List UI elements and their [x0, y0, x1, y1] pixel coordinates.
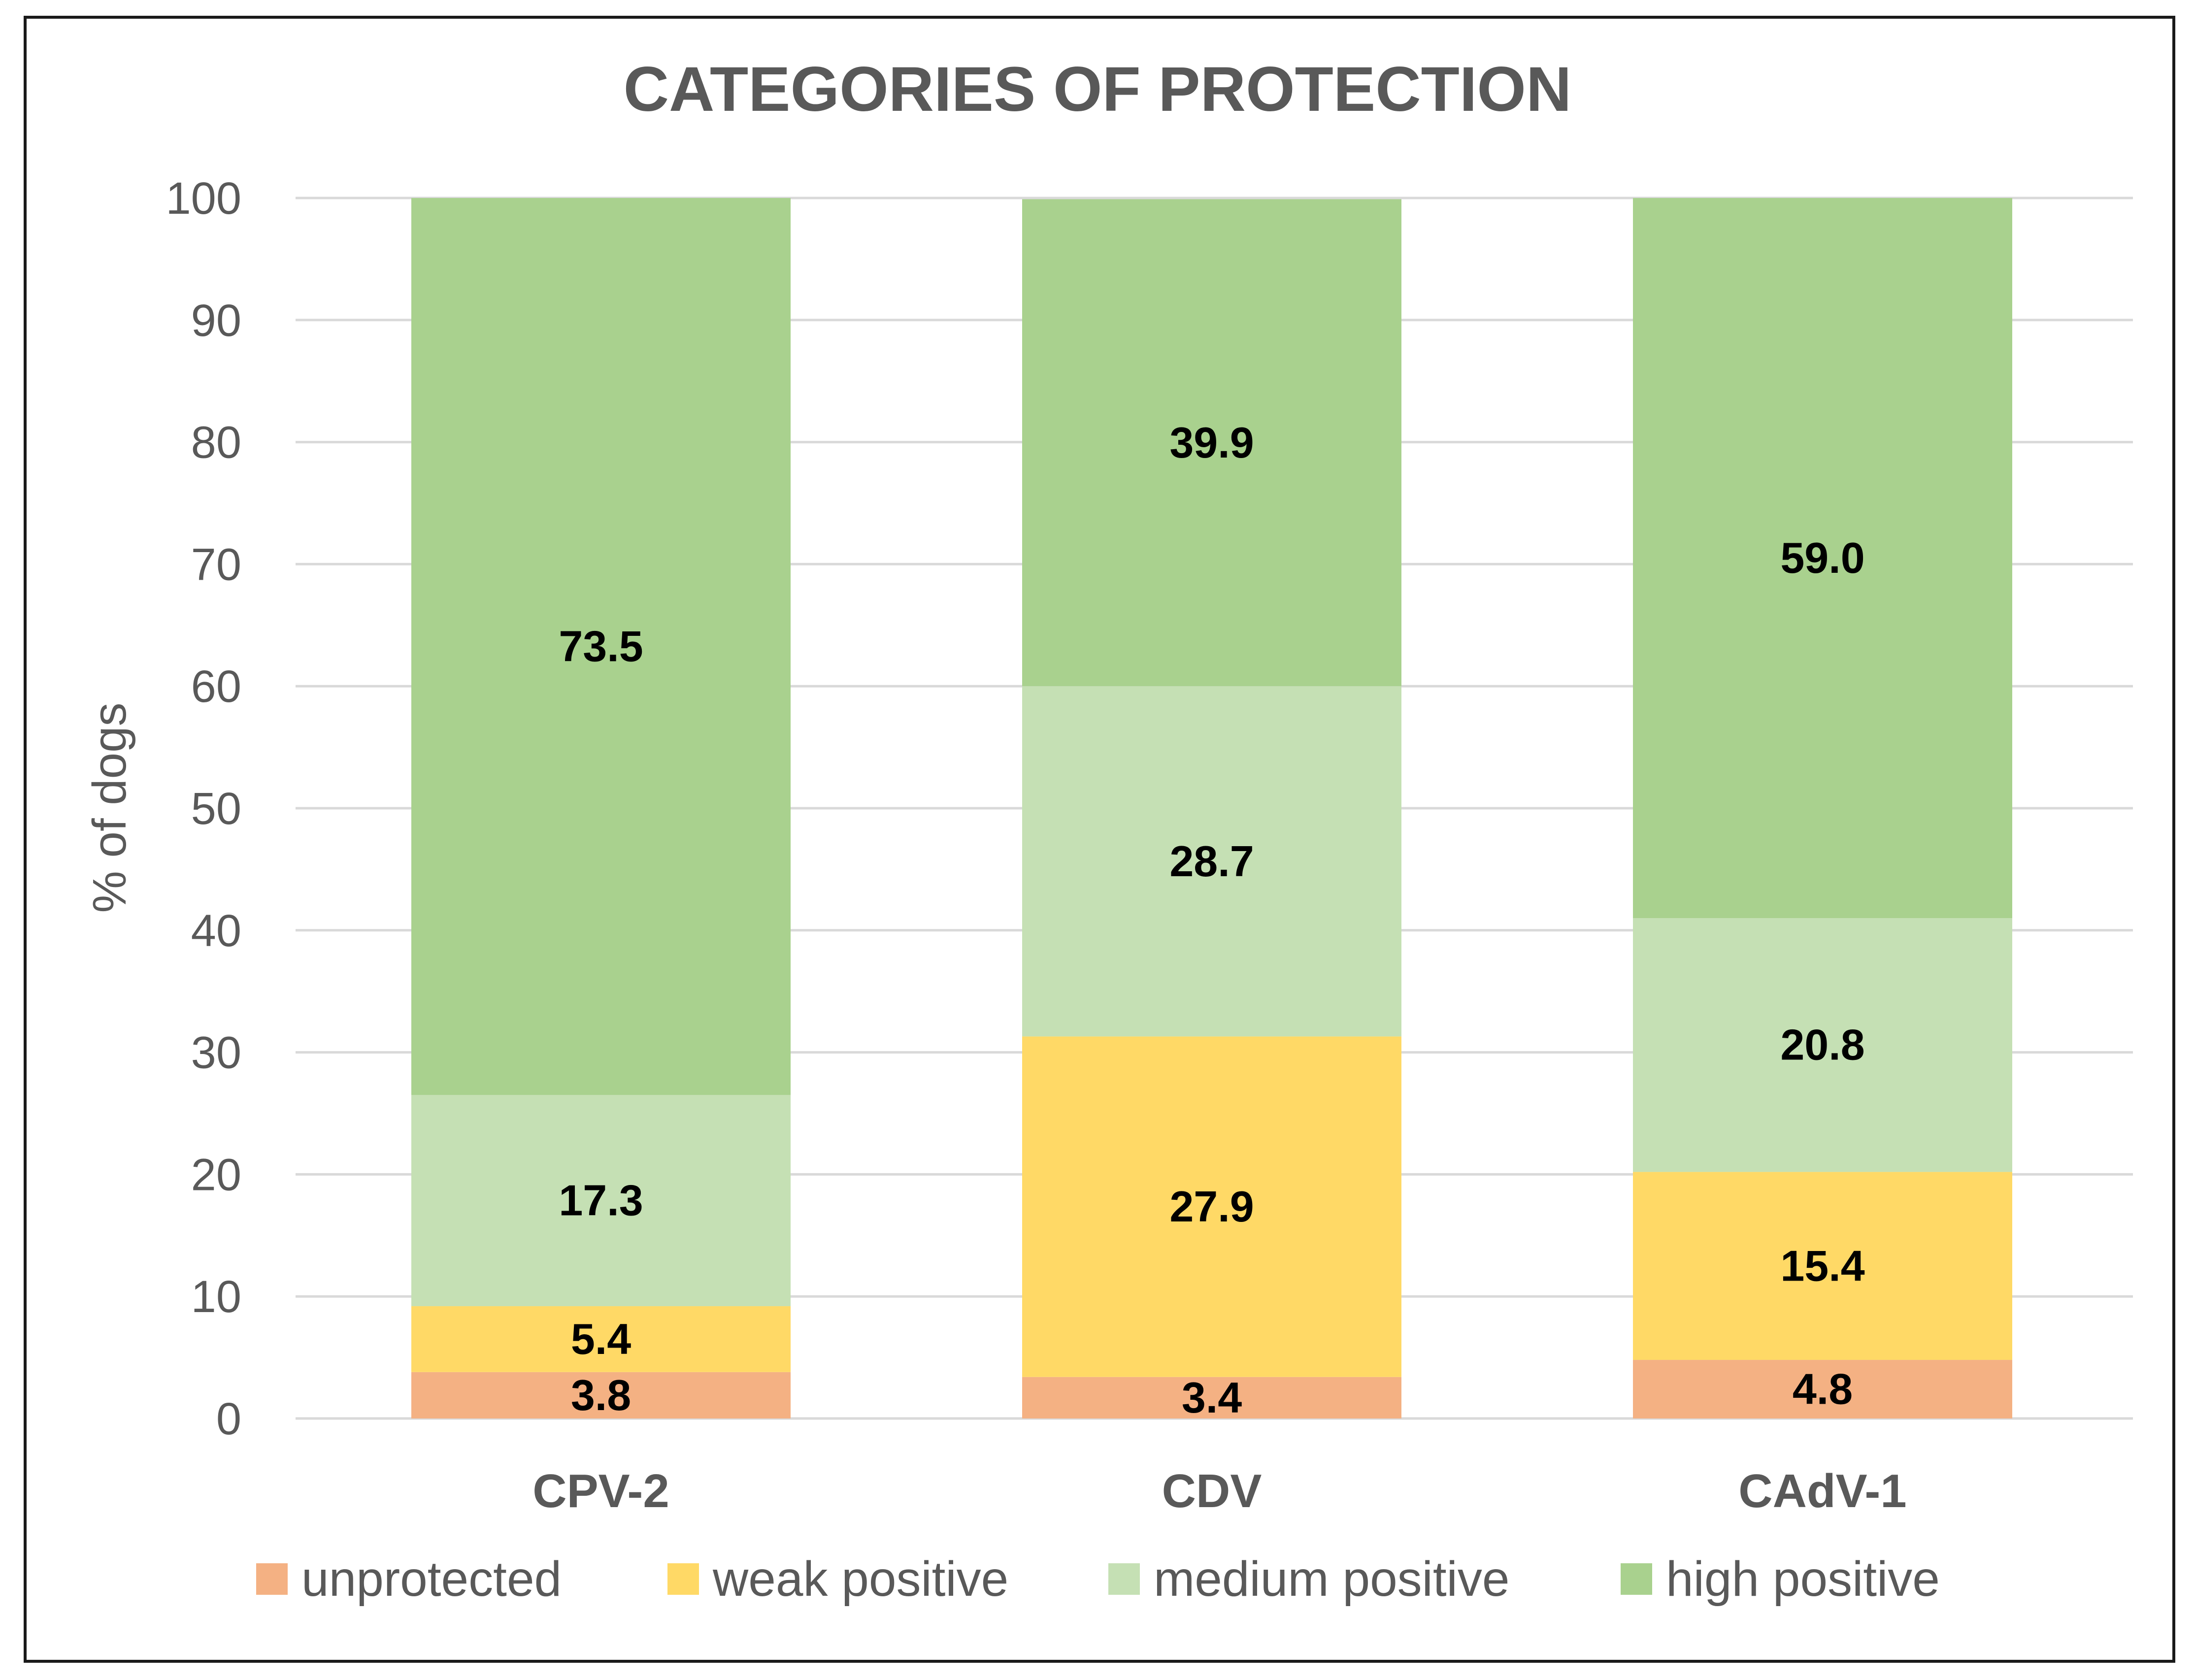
legend-item: unprotected	[256, 1551, 562, 1607]
legend-label: unprotected	[301, 1551, 562, 1607]
legend-swatch	[1108, 1563, 1140, 1595]
legend: unprotected weak positive medium positive h…	[256, 1551, 1940, 1607]
data-label: 15.4	[1780, 1241, 1864, 1290]
y-tick-label: 20	[191, 1150, 241, 1200]
y-tick-label: 70	[191, 539, 241, 590]
y-tick-label: 100	[166, 173, 242, 224]
data-label: 20.8	[1780, 1021, 1864, 1069]
legend-swatch	[1621, 1563, 1652, 1595]
category-label: CDV	[1162, 1465, 1262, 1517]
y-tick-label: 80	[191, 418, 241, 468]
y-tick-label: 40	[191, 906, 241, 956]
y-tick-label: 60	[191, 661, 241, 712]
legend-item: high positive	[1621, 1551, 1940, 1607]
y-tick-label: 90	[191, 296, 241, 346]
bar-medium-positive-cadv-1	[1633, 918, 2012, 1172]
y-tick-label: 30	[191, 1028, 241, 1078]
bar-medium-positive-cdv	[1022, 686, 1401, 1037]
bar-unprotected-cadv-1	[1633, 1360, 2012, 1418]
category-label: CPV-2	[532, 1465, 669, 1517]
y-tick-label: 10	[191, 1272, 241, 1322]
category-label: CAdV-1	[1738, 1465, 1906, 1517]
bar-high-positive-cadv-1	[1633, 198, 2012, 919]
data-label: 39.9	[1169, 418, 1254, 467]
y-axis-ticks: 0 10 20 30 40 50 60 70 80 90 100	[166, 173, 242, 1444]
data-label: 3.8	[571, 1371, 631, 1419]
legend-item: medium positive	[1108, 1551, 1510, 1607]
data-label: 4.8	[1793, 1365, 1853, 1414]
bar-weak-positive-cpv-2	[411, 1306, 791, 1372]
y-tick-label: 50	[191, 784, 241, 834]
bar-high-positive-cdv	[1022, 199, 1401, 687]
data-label: 17.3	[559, 1176, 643, 1225]
legend-swatch	[667, 1563, 699, 1595]
bar-high-positive-cpv-2	[411, 198, 791, 1095]
bar-unprotected-cpv-2	[411, 1372, 791, 1418]
legend-label: weak positive	[712, 1551, 1008, 1607]
legend-swatch	[256, 1563, 288, 1595]
data-label: 27.9	[1169, 1182, 1254, 1231]
data-label: 5.4	[571, 1315, 631, 1363]
bars	[411, 198, 2012, 1418]
data-labels: 3.8 5.4 17.3 73.5 3.4 27.9 28.7 39.9 4.8 15.4 20.8…	[559, 418, 1864, 1422]
y-tick-label: 0	[216, 1394, 241, 1444]
bar-weak-positive-cadv-1	[1633, 1172, 2012, 1360]
chart-title: CATEGORIES OF PROTECTION	[624, 54, 1572, 125]
bar-medium-positive-cpv-2	[411, 1095, 791, 1307]
data-label: 59.0	[1780, 533, 1864, 582]
legend-label: medium positive	[1154, 1551, 1510, 1607]
data-label: 3.4	[1182, 1373, 1242, 1422]
bar-weak-positive-cdv	[1022, 1036, 1401, 1377]
legend-label: high positive	[1666, 1551, 1940, 1607]
data-label: 28.7	[1169, 837, 1254, 886]
data-label: 73.5	[559, 622, 643, 671]
bar-unprotected-cdv	[1022, 1377, 1401, 1418]
legend-item: weak positive	[667, 1551, 1008, 1607]
x-axis-categories: CPV-2 CDV CAdV-1	[532, 1465, 1906, 1517]
y-axis-label: % of dogs	[83, 703, 136, 913]
